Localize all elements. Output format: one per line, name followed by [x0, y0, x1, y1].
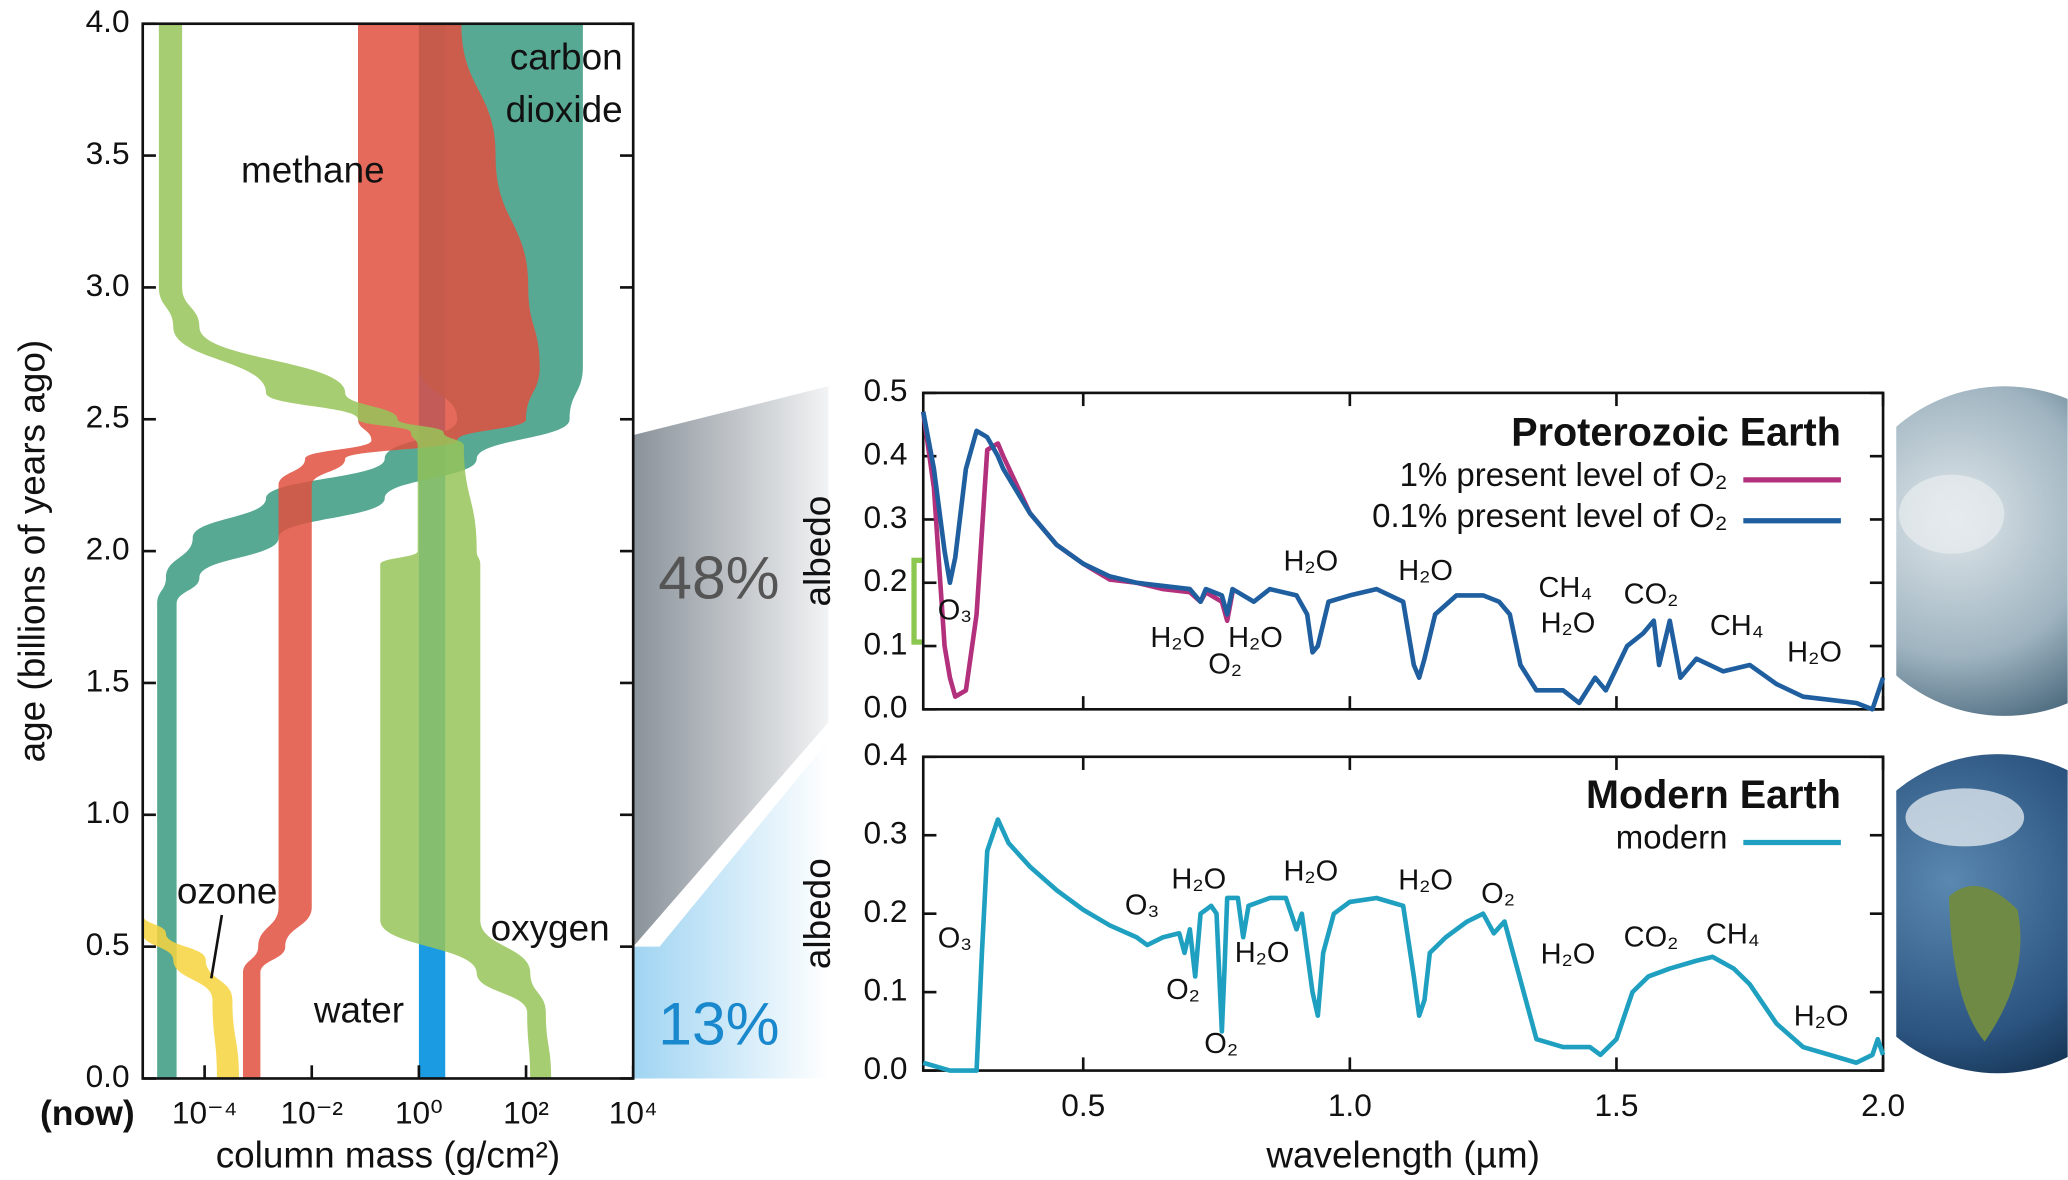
band-annotation: H₂O: [1283, 546, 1338, 578]
series-label: methane: [241, 149, 385, 190]
band-annotation: H₂O: [1794, 1000, 1849, 1032]
page: 48% 13% watercarbondioxidemethaneoxygeno…: [0, 0, 2068, 1180]
y-tick-label: 3.0: [86, 267, 130, 303]
y-tick-label: 3.5: [86, 135, 130, 171]
x-tick-label: 2.0: [1861, 1087, 1905, 1123]
x-axis-label: column mass (g/cm²): [216, 1134, 561, 1175]
x-tick-label: 10⁴: [609, 1095, 658, 1131]
band-annotation: H₂O: [1171, 863, 1226, 895]
band-annotation: O₃: [938, 923, 972, 955]
x-note: (now): [40, 1093, 135, 1133]
legend-title: Proterozoic Earth: [1511, 411, 1841, 455]
band-annotation: H₂O: [1398, 555, 1453, 587]
band-annotation: H₂O: [1541, 939, 1596, 971]
callout-proterozoic: 48%: [658, 544, 779, 612]
band-annotation: H₂O: [1235, 937, 1290, 969]
y-tick-label: 0.5: [863, 372, 907, 408]
legend-title: Modern Earth: [1586, 773, 1841, 817]
y-tick-label: 1.0: [86, 794, 130, 830]
y-axis-label: age (billions of years ago): [11, 340, 52, 763]
band-annotation: O₃: [938, 594, 972, 626]
figure: 48% 13% watercarbondioxidemethaneoxygeno…: [0, 0, 2068, 1180]
band-annotation: CO₂: [1624, 579, 1679, 611]
cloud: [1905, 788, 2024, 846]
band-annotation: O₃: [1125, 890, 1159, 922]
y-tick-label: 0.5: [86, 926, 130, 962]
x-axis-label: wavelength (µm): [1265, 1134, 1540, 1175]
y-tick-label: 1.5: [86, 662, 130, 698]
y-tick-label: 4.0: [86, 3, 130, 39]
callout-modern: 13%: [658, 989, 779, 1057]
y-tick-label: 0.0: [86, 1058, 130, 1094]
y-tick-label: 0.2: [863, 562, 907, 598]
cloud: [1899, 475, 2004, 554]
band-annotation: CH₄: [1710, 610, 1764, 642]
y-tick-label: 2.0: [86, 530, 130, 566]
y-tick-label: 0.4: [863, 436, 907, 472]
series-label: water: [313, 989, 404, 1030]
y-tick-label: 0.3: [863, 815, 907, 851]
x-tick-label: 10⁻⁴: [172, 1095, 237, 1131]
y-tick-label: 0.1: [863, 971, 907, 1007]
band-annotation: H₂O: [1228, 622, 1283, 654]
y-axis-label: albedo: [797, 496, 838, 607]
y-tick-label: 0.0: [863, 689, 907, 725]
series-label: ozone: [177, 871, 278, 912]
y-axis-label: albedo: [797, 858, 838, 969]
band-annotation: CO₂: [1624, 921, 1679, 953]
y-tick-label: 0.4: [863, 736, 907, 772]
legend-label: 0.1% present level of O₂: [1372, 497, 1727, 534]
band-annotation: CH₄: [1538, 572, 1592, 604]
x-tick-label: 10²: [503, 1095, 549, 1131]
legend-label: modern: [1616, 819, 1728, 856]
band-annotation: H₂O: [1398, 865, 1453, 897]
x-tick-label: 1.5: [1594, 1087, 1638, 1123]
band-annotation: H₂O: [1283, 855, 1338, 887]
y-tick-label: 0.2: [863, 893, 907, 929]
x-tick-label: 10⁻²: [281, 1095, 343, 1131]
band-annotation: O₂: [1481, 878, 1515, 910]
series-label: oxygen: [491, 908, 610, 949]
band-annotation: CH₄: [1706, 919, 1760, 951]
x-tick-label: 1.0: [1328, 1087, 1372, 1123]
y-tick-label: 2.5: [86, 399, 130, 435]
band-annotation: H₂O: [1541, 608, 1596, 640]
x-tick-label: 0.5: [1061, 1087, 1105, 1123]
y-tick-label: 0.3: [863, 499, 907, 535]
band-annotation: O₂: [1204, 1028, 1238, 1060]
x-tick-label: 10⁰: [395, 1095, 443, 1131]
band-annotation: O₂: [1166, 974, 1200, 1006]
legend-label: 1% present level of O₂: [1400, 456, 1728, 493]
leader-line: [211, 915, 222, 978]
y-tick-label: 0.1: [863, 625, 907, 661]
y-tick-label: 0.0: [863, 1050, 907, 1086]
band-annotation: H₂O: [1787, 637, 1842, 669]
band-annotation: H₂O: [1150, 622, 1205, 654]
